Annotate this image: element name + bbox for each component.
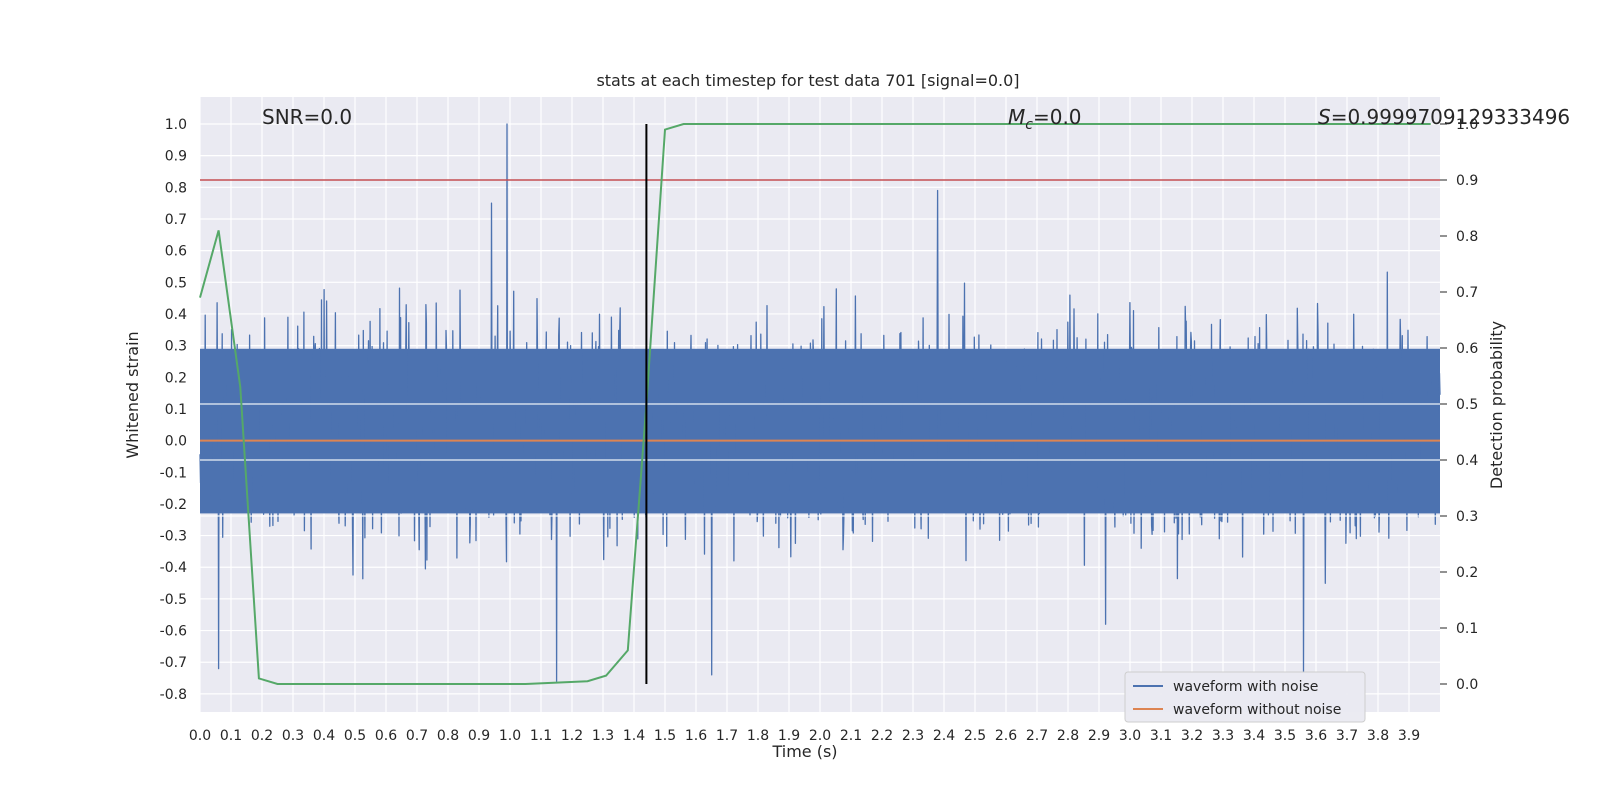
y2-tick-label: 0.8 bbox=[1456, 229, 1478, 245]
x-tick-label: 0.5 bbox=[344, 728, 366, 744]
y2-axis-label: Detection probability bbox=[1487, 321, 1506, 489]
y-tick-label: 0.5 bbox=[165, 275, 187, 291]
x-tick-label: 2.4 bbox=[933, 728, 955, 744]
y2-tick-label: 0.4 bbox=[1456, 453, 1478, 469]
y-tick-label: 0.8 bbox=[165, 180, 187, 196]
y-axis-ticks: 1.0 0.9 0.8 0.7 0.6 0.5 0.4 0.3 0.2 0.1 0.0 -0.1 -0.… bbox=[160, 117, 187, 703]
x-tick-label: 2.9 bbox=[1088, 728, 1110, 744]
y2-tick-label: 0.1 bbox=[1456, 621, 1478, 637]
x-tick-label: 1.9 bbox=[778, 728, 800, 744]
x-tick-label: 2.2 bbox=[871, 728, 893, 744]
y-tick-label: -0.8 bbox=[160, 687, 187, 703]
x-tick-label: 1.0 bbox=[499, 728, 521, 744]
legend-box bbox=[1124, 671, 1366, 723]
x-axis-ticks: 0.0 0.1 0.2 0.3 0.4 0.5 0.6 0.7 0.8 0.9 1.0 1.1 1.2 1… bbox=[189, 728, 1420, 744]
y2-axis-ticks: 1.0 0.9 0.8 0.7 0.6 0.5 0.4 0.3 0.2 0.1 0.0 bbox=[1440, 117, 1478, 693]
x-tick-label: 2.8 bbox=[1057, 728, 1079, 744]
legend-label: waveform without noise bbox=[1173, 702, 1341, 718]
x-tick-label: 0.0 bbox=[189, 728, 211, 744]
y2-tick-label: 0.3 bbox=[1456, 509, 1478, 525]
y-tick-label: 0.4 bbox=[165, 307, 187, 323]
y-tick-label: 0.0 bbox=[165, 434, 187, 450]
x-tick-label: 3.4 bbox=[1243, 728, 1265, 744]
y-tick-label: 1.0 bbox=[165, 117, 187, 133]
x-tick-label: 0.8 bbox=[437, 728, 459, 744]
x-tick-label: 2.1 bbox=[840, 728, 862, 744]
x-tick-label: 0.2 bbox=[251, 728, 273, 744]
x-tick-label: 3.3 bbox=[1212, 728, 1234, 744]
x-tick-label: 0.4 bbox=[313, 728, 335, 744]
probability-line bbox=[199, 123, 1431, 685]
y-tick-label: -0.5 bbox=[160, 592, 187, 608]
y2-tick-label: 0.7 bbox=[1456, 285, 1478, 301]
y2-tick-label: 0.9 bbox=[1456, 173, 1478, 189]
legend-label: waveform with noise bbox=[1173, 679, 1318, 695]
y2-tick-label: 1.0 bbox=[1456, 117, 1478, 133]
y-tick-label: 0.6 bbox=[165, 244, 187, 260]
snr-annotation: SNR=0.0 bbox=[262, 105, 352, 129]
x-tick-label: 0.1 bbox=[220, 728, 242, 744]
y-tick-label: -0.2 bbox=[160, 497, 187, 513]
y-tick-label: -0.4 bbox=[160, 560, 187, 576]
x-tick-label: 0.7 bbox=[406, 728, 428, 744]
x-tick-label: 2.3 bbox=[902, 728, 924, 744]
y-tick-label: 0.3 bbox=[165, 339, 187, 355]
x-tick-label: 1.5 bbox=[654, 728, 676, 744]
x-tick-label: 3.1 bbox=[1150, 728, 1172, 744]
x-tick-label: 1.1 bbox=[530, 728, 552, 744]
x-tick-label: 3.9 bbox=[1398, 728, 1420, 744]
y-tick-label: -0.1 bbox=[160, 465, 187, 481]
y-tick-label: 0.2 bbox=[165, 370, 187, 386]
y2-tick-label: 0.0 bbox=[1456, 677, 1478, 693]
y-tick-label: -0.6 bbox=[160, 624, 187, 640]
score-annotation: S=0.9999709129333496 bbox=[1318, 105, 1570, 129]
x-tick-label: 1.2 bbox=[561, 728, 583, 744]
x-tick-label: 2.5 bbox=[964, 728, 986, 744]
x-tick-label: 1.3 bbox=[592, 728, 614, 744]
x-tick-label: 3.0 bbox=[1119, 728, 1141, 744]
series-waveform-with-noise bbox=[199, 123, 1441, 682]
x-tick-label: 1.7 bbox=[716, 728, 738, 744]
y-tick-label: 0.1 bbox=[165, 402, 187, 418]
x-tick-label: 2.7 bbox=[1026, 728, 1048, 744]
y2-tick-label: 0.2 bbox=[1456, 565, 1478, 581]
legend: waveform with noise waveform without nois… bbox=[1124, 671, 1366, 723]
x-tick-label: 2.0 bbox=[809, 728, 831, 744]
chart-title: stats at each timestep for test data 701… bbox=[596, 71, 1019, 90]
x-tick-label: 3.7 bbox=[1336, 728, 1358, 744]
x-tick-label: 3.5 bbox=[1274, 728, 1296, 744]
y-tick-label: 0.7 bbox=[165, 212, 187, 228]
x-tick-label: 0.3 bbox=[282, 728, 304, 744]
series-detection-probability bbox=[199, 123, 1431, 685]
y2-tick-label: 0.6 bbox=[1456, 341, 1478, 357]
x-tick-label: 3.2 bbox=[1181, 728, 1203, 744]
x-tick-label: 3.8 bbox=[1367, 728, 1389, 744]
chirp-mass-annotation: Mc=0.0 bbox=[1008, 105, 1082, 133]
y-tick-label: -0.3 bbox=[160, 529, 187, 545]
white-band-lines bbox=[200, 403, 1440, 517]
x-tick-label: 1.6 bbox=[685, 728, 707, 744]
y-tick-label: 0.9 bbox=[165, 149, 187, 165]
y-tick-label: -0.7 bbox=[160, 655, 187, 671]
noise-line bbox=[199, 123, 1441, 682]
x-tick-label: 0.6 bbox=[375, 728, 397, 744]
x-tick-label: 2.6 bbox=[995, 728, 1017, 744]
x-tick-label: 1.8 bbox=[747, 728, 769, 744]
x-tick-label: 0.9 bbox=[468, 728, 490, 744]
x-axis-label: Time (s) bbox=[771, 742, 837, 761]
x-tick-label: 1.4 bbox=[623, 728, 645, 744]
x-tick-label: 3.6 bbox=[1305, 728, 1327, 744]
y-axis-label: Whitened strain bbox=[123, 331, 142, 458]
y2-tick-label: 0.5 bbox=[1456, 397, 1478, 413]
